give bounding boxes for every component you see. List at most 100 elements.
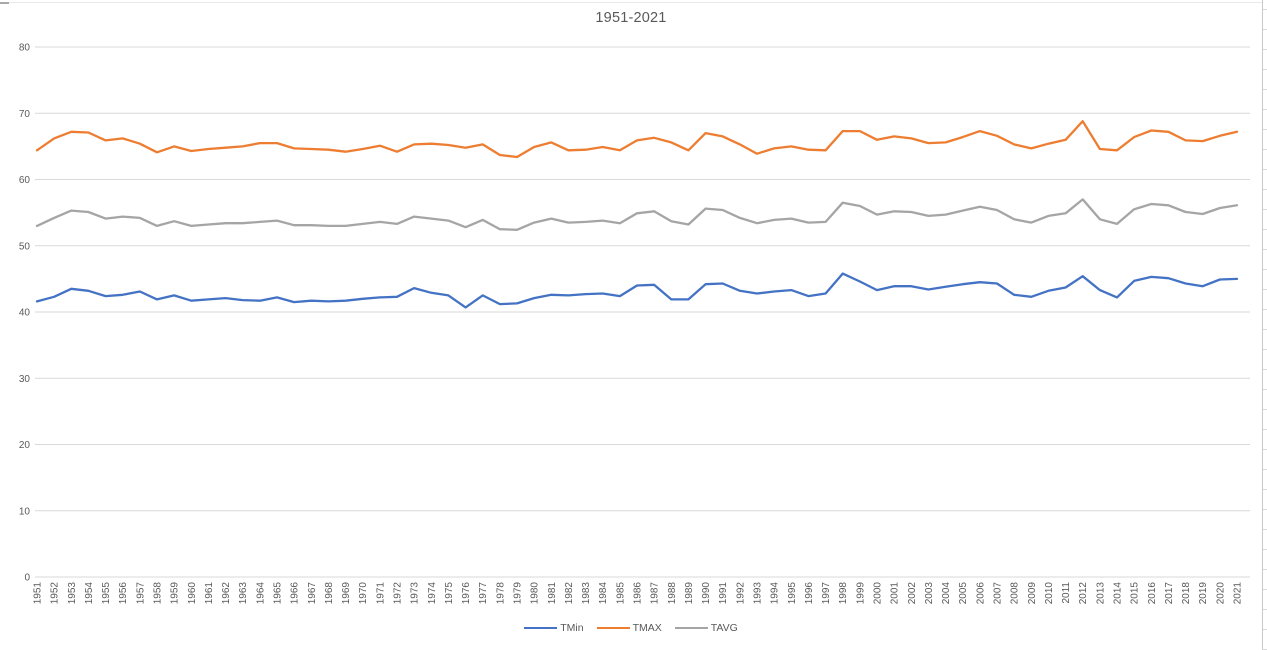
legend-label: TAVG (710, 622, 738, 634)
x-axis-tick-label: 1984 (598, 582, 609, 605)
x-axis-tick-label: 1962 (221, 582, 232, 605)
x-axis-tick-label: 2020 (1215, 582, 1226, 605)
legend-item-tavg[interactable]: TAVG (674, 622, 738, 634)
x-axis-tick-label: 1998 (838, 582, 849, 605)
x-axis-tick-label: 1974 (427, 582, 438, 605)
x-axis-tick-label: 2001 (890, 582, 901, 605)
x-axis-tick-label: 1994 (770, 582, 781, 605)
x-axis-tick-label: 1978 (495, 582, 506, 605)
x-axis-tick-label: 1955 (101, 582, 112, 605)
x-axis-tick-label: 1979 (513, 582, 524, 605)
worksheet-row-gridline-ticks (1263, 0, 1267, 650)
x-axis-tick-label: 1956 (118, 582, 129, 605)
x-axis-tick-label: 1964 (255, 582, 266, 605)
series-line-tmin[interactable] (35, 272, 1239, 309)
x-axis-tick-label: 1983 (581, 582, 592, 605)
x-axis-tick-label: 1997 (821, 582, 832, 605)
x-axis-tick-label: 1953 (67, 582, 78, 605)
x-axis-tick-label: 2000 (873, 582, 884, 605)
x-axis-tick-label: 1999 (855, 582, 866, 605)
x-axis-tick-label: 1982 (564, 582, 575, 605)
x-axis-tick-label: 2016 (1147, 582, 1158, 605)
x-axis-tick-label: 2019 (1198, 582, 1209, 605)
x-axis-tick-label: 1975 (444, 582, 455, 605)
x-axis-tick-label: 2008 (1010, 582, 1021, 605)
legend-line-swatch-tmax (596, 626, 630, 630)
x-axis-tick-label: 2013 (1095, 582, 1106, 605)
x-axis-tick-label: 1989 (684, 582, 695, 605)
legend-label: TMin (560, 622, 584, 634)
x-axis-tick-label: 1976 (461, 582, 472, 605)
series-line-tavg[interactable] (35, 198, 1239, 231)
y-axis-tick-label: 70 (19, 109, 31, 120)
x-axis-tick-label: 1972 (393, 582, 404, 605)
x-axis-tick-label: 1995 (787, 582, 798, 605)
x-axis-tick-label: 1980 (530, 582, 541, 605)
worksheet-right-border (1262, 0, 1263, 650)
x-axis-tick-label: 1991 (718, 582, 729, 605)
x-axis-tick-label: 1985 (615, 582, 626, 605)
x-axis-tick-label: 2015 (1130, 582, 1141, 605)
x-axis-tick-label: 2002 (907, 582, 918, 605)
x-axis-tick-label: 2003 (924, 582, 935, 605)
x-axis-tick-label: 2009 (1027, 582, 1038, 605)
x-axis-tick-label: 2007 (993, 582, 1004, 605)
x-axis-tick-label: 2011 (1061, 582, 1072, 604)
y-axis-tick-label: 30 (19, 374, 31, 385)
x-axis-tick-label: 1986 (633, 582, 644, 605)
x-axis-tick-label: 1957 (135, 582, 146, 605)
x-axis-tick-label: 2005 (958, 582, 969, 605)
x-axis-tick-label: 1973 (410, 582, 421, 605)
y-axis-tick-label: 20 (19, 440, 31, 451)
y-axis-tick-label: 10 (19, 506, 31, 517)
x-axis-tick-label: 2012 (1078, 582, 1089, 605)
x-axis-tick-label: 1988 (667, 582, 678, 605)
x-axis-tick-label: 1960 (187, 582, 198, 605)
x-axis-tick-label: 1992 (735, 582, 746, 605)
x-axis-tick-label: 1961 (204, 582, 215, 605)
y-axis-tick-label: 40 (19, 308, 31, 319)
x-axis-tick-label: 1959 (170, 582, 181, 605)
x-axis-tick-label: 1970 (358, 582, 369, 605)
legend-line-swatch-tmin (524, 626, 558, 630)
x-axis-tick-label: 2017 (1164, 582, 1175, 605)
x-axis-tick-label: 2021 (1233, 582, 1244, 605)
sheet-top-border (0, 2, 1262, 3)
x-axis-tick-label: 1987 (650, 582, 661, 605)
chart-legend: TMin TMAX TAVG (0, 622, 1262, 634)
y-axis-tick-label: 50 (19, 241, 31, 252)
x-axis-tick-label: 2004 (941, 582, 952, 605)
x-axis-tick-label: 1968 (324, 582, 335, 605)
x-axis-tick-label: 1965 (273, 582, 284, 605)
x-axis-tick-label: 1954 (84, 582, 95, 605)
x-axis-tick-label: 1963 (238, 582, 249, 605)
legend-item-tmin[interactable]: TMin (524, 622, 584, 634)
x-axis-tick-label: 1996 (804, 582, 815, 605)
x-axis-tick-label: 1977 (478, 582, 489, 605)
x-axis-tick-label: 2006 (975, 582, 986, 605)
legend-label: TMAX (632, 622, 662, 634)
x-axis-tick-label: 1967 (307, 582, 318, 605)
x-axis-tick-label: 2010 (1044, 582, 1055, 605)
x-axis-tick-label: 1971 (375, 582, 386, 605)
x-axis-tick-label: 1966 (290, 582, 301, 605)
x-axis-tick-label: 1981 (547, 582, 558, 605)
x-axis-tick-label: 1993 (753, 582, 764, 605)
x-axis-tick-label: 1969 (341, 582, 352, 605)
sheet-top-border-stub (0, 2, 9, 4)
legend-item-tmax[interactable]: TMAX (596, 622, 662, 634)
series-line-tmax[interactable] (35, 120, 1239, 159)
y-axis-tick-label: 60 (19, 175, 31, 186)
x-axis-tick-label: 1990 (701, 582, 712, 605)
x-axis-tick-label: 2018 (1181, 582, 1192, 605)
x-axis-tick-label: 1952 (50, 582, 61, 605)
x-axis-tick-label: 1951 (33, 582, 44, 605)
y-axis-tick-label: 80 (19, 43, 31, 54)
x-axis-tick-label: 1958 (153, 582, 164, 605)
chart-title[interactable]: 1951-2021 (595, 10, 667, 26)
y-axis-tick-label: 0 (24, 573, 30, 584)
legend-line-swatch-tavg (674, 626, 708, 630)
x-axis-tick-label: 2014 (1113, 582, 1124, 605)
